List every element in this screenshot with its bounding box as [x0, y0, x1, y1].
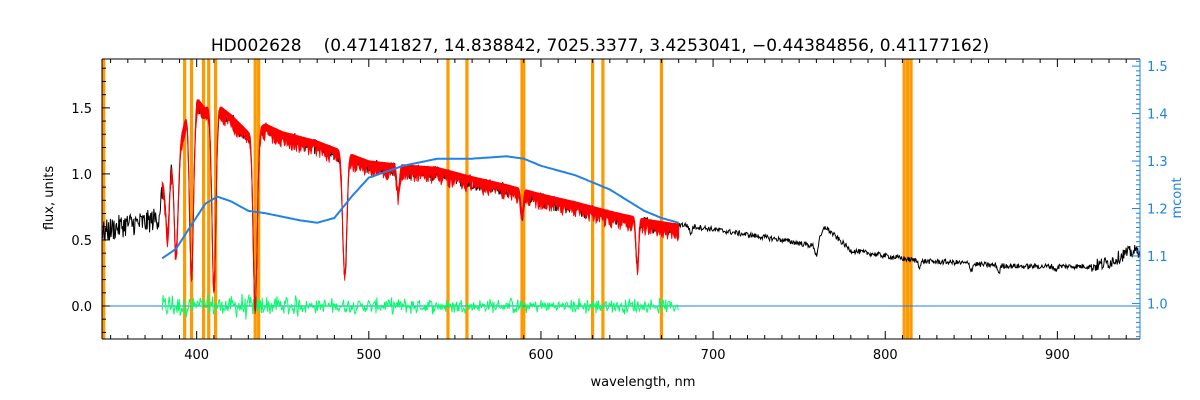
x-tick-label: 400: [184, 348, 209, 363]
x-tick-label: 600: [529, 348, 554, 363]
mask-line: [520, 59, 524, 339]
mask-line: [446, 59, 450, 339]
y2-tick-label: 1.3: [1147, 155, 1168, 170]
x-axis: 400 500 600 700 800 900: [110, 59, 1127, 363]
x-tick-label: 700: [701, 348, 726, 363]
chart-title-id: HD002628: [211, 36, 302, 56]
model-line: [161, 99, 680, 315]
mask-line: [189, 59, 194, 339]
mask-line: [902, 59, 906, 339]
mask-line: [214, 59, 218, 339]
y2-tick-label: 1.5: [1147, 60, 1168, 75]
mask-line: [253, 59, 257, 339]
mask-line: [207, 59, 211, 339]
mask-line: [590, 59, 595, 339]
y-tick-label: 0.5: [71, 234, 92, 249]
y-tick-label: 0.0: [71, 300, 92, 315]
mask-line: [601, 59, 605, 339]
mask-line: [465, 59, 469, 339]
x-tick-label: 900: [1045, 348, 1070, 363]
mask-line: [102, 59, 106, 339]
mask-line: [183, 59, 187, 339]
y2-tick-label: 1.2: [1147, 202, 1168, 217]
y-axis-left: 0.0 0.5 1.0 1.5: [71, 67, 110, 333]
y-tick-label: 1.0: [71, 168, 92, 183]
model-series: [161, 99, 680, 315]
mask-line: [201, 59, 206, 339]
chart-title-params: (0.47141827, 14.838842, 7025.3377, 3.425…: [324, 36, 990, 56]
x-tick-label: 800: [873, 348, 898, 363]
mcont-series: [161, 155, 679, 260]
y2-tick-label: 1.0: [1147, 297, 1168, 312]
mcont-line: [161, 155, 679, 260]
mask-lines: [102, 59, 913, 339]
mask-line: [659, 59, 664, 339]
y-axis-title: flux, units: [42, 166, 57, 231]
x-axis-title: wavelength, nm: [591, 375, 696, 390]
plot-frame: [101, 58, 1141, 340]
mask-line: [257, 59, 261, 339]
y-tick-label: 1.5: [71, 102, 92, 117]
residual-series: [102, 293, 1140, 320]
mask-line: [906, 59, 910, 339]
chart-title: HD002628 (0.47141827, 14.838842, 7025.337…: [211, 36, 989, 56]
residual-line: [161, 293, 679, 320]
y-axis-right: 1.0 1.1 1.2 1.3 1.4 1.5: [1132, 60, 1168, 338]
y2-tick-label: 1.1: [1147, 250, 1168, 265]
y2-tick-label: 1.4: [1147, 108, 1168, 123]
y2-axis-title: mcont: [1170, 177, 1185, 218]
mask-line: [909, 59, 913, 339]
x-tick-label: 500: [356, 348, 381, 363]
